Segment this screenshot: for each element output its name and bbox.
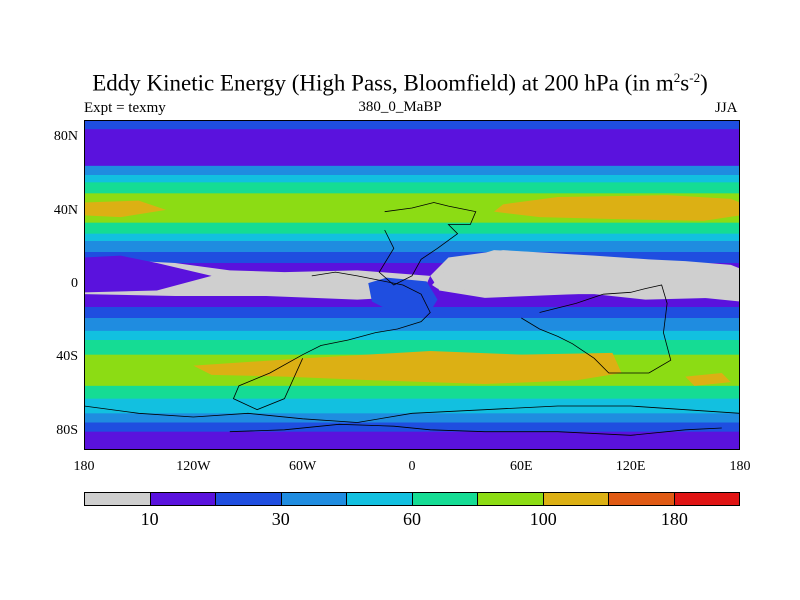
colorbar-tick-label: 180	[660, 509, 688, 529]
lat-tick-label: 0	[71, 276, 78, 291]
lon-tick-label: 0	[408, 459, 416, 474]
zonal-band-0	[84, 120, 740, 130]
colorbar-tick-label: 10	[140, 509, 159, 529]
zonal-band-13	[84, 330, 740, 341]
lat-tick-label: 80S	[56, 422, 78, 438]
lat-tick-label: 40N	[53, 202, 78, 218]
zonal-band-7	[84, 233, 740, 242]
experiment-label: Expt = texmy	[84, 100, 166, 116]
title-end: )	[700, 70, 708, 96]
lat-tick-label: 40S	[56, 349, 78, 365]
colorbar-box-6	[478, 493, 544, 505]
lon-tick-label: 60E	[510, 459, 533, 474]
patch-low-west-tail	[84, 255, 212, 293]
colorbar-tick-label: 100	[529, 509, 557, 529]
colorbar-box-4	[347, 493, 413, 505]
colorbar	[84, 492, 740, 506]
map-frame	[84, 120, 740, 450]
zonal-band-3	[84, 175, 740, 183]
title-superscript-2: -2	[689, 70, 701, 85]
zonal-band-19	[84, 422, 740, 433]
map-plot-area	[84, 120, 740, 450]
lon-tick-label: 60W	[289, 459, 317, 474]
chart-title: Eddy Kinetic Energy (High Pass, Bloomfie…	[0, 70, 800, 97]
colorbar-box-5	[412, 493, 478, 505]
zonal-band-6	[84, 222, 740, 235]
lon-tick-label: 180	[729, 459, 751, 474]
title-superscript-1: 2	[673, 70, 681, 85]
lon-tick-label: 180	[73, 459, 95, 474]
patch-dark-blue-ring	[368, 277, 438, 315]
patch-sh-jet-east	[685, 373, 731, 386]
colorbar-box-3	[281, 493, 347, 505]
colorbar-box-0	[85, 493, 151, 505]
zonal-band-18	[84, 413, 740, 423]
colorbar-box-9	[674, 493, 739, 505]
lon-tick-label: 120E	[615, 459, 646, 474]
zonal-band-1	[84, 129, 740, 167]
zonal-band-9	[84, 252, 740, 264]
colorbar-tick-label: 60	[403, 509, 421, 529]
zonal-band-4	[84, 182, 740, 194]
coastline-antarctic-inner	[229, 423, 722, 436]
colorbar-box-7	[543, 493, 609, 505]
coastline-antarctic-coast	[84, 405, 740, 423]
zonal-band-16	[84, 385, 740, 400]
patch-nh-jet-west	[84, 200, 166, 218]
coastline-continent-south	[232, 271, 431, 411]
zonal-band-17	[84, 398, 740, 414]
colorbar-box-1	[150, 493, 216, 505]
zonal-band-8	[84, 241, 740, 253]
zonal-band-20	[84, 431, 740, 450]
season-label: JJA	[715, 100, 738, 116]
colorbar-box-2	[216, 493, 282, 505]
zonal-band-2	[84, 165, 740, 176]
patch-nh-jet-east	[494, 195, 740, 221]
patch-sh-jet	[193, 351, 622, 384]
lat-tick-label: 80N	[53, 129, 78, 145]
coastline-continent-east	[521, 284, 672, 374]
chart-subtitle: 380_0_MaBP	[358, 99, 442, 115]
title-unit-s: s	[680, 70, 690, 96]
lon-tick-label: 120W	[176, 459, 211, 474]
title-text: Eddy Kinetic Energy (High Pass, Bloomfie…	[92, 70, 674, 96]
colorbar-tick-label: 30	[271, 509, 290, 529]
zonal-band-14	[84, 340, 740, 356]
colorbar-box-8	[609, 493, 675, 505]
coastline-continent-north	[378, 202, 477, 286]
